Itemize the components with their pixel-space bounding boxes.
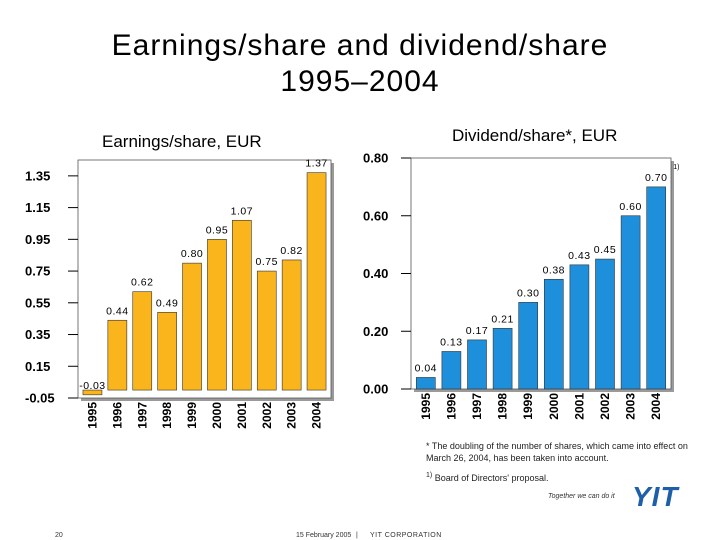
dividend-bar-2000 bbox=[543, 278, 564, 390]
footer-date: 15 February 2005 bbox=[296, 532, 352, 539]
footnote-1: 1) Board of Directors' proposal. bbox=[426, 470, 549, 484]
earnings-value-label-2004: 1.37 bbox=[305, 158, 327, 170]
dividend-tick-label: 0.20 bbox=[363, 324, 388, 339]
earnings-bar-2004 bbox=[306, 172, 327, 391]
footnote-1-text: Board of Directors' proposal. bbox=[434, 473, 549, 483]
dividend-value-label-1999: 0.30 bbox=[517, 287, 539, 299]
earnings-value-label-1999: 0.80 bbox=[181, 248, 203, 260]
earnings-tick-label: 0.15 bbox=[25, 359, 50, 374]
dividend-bar-2002 bbox=[595, 258, 615, 390]
dividend-bar-1999 bbox=[518, 302, 539, 390]
dividend-bar-1996 bbox=[441, 351, 462, 390]
dividend-value-label-1996: 0.13 bbox=[440, 336, 462, 348]
earnings-tick-label: 1.35 bbox=[25, 168, 50, 183]
dividend-bar-2004 bbox=[646, 186, 667, 390]
earnings-value-label-2001: 1.07 bbox=[231, 205, 253, 217]
earnings-year-label-1996: 1996 bbox=[110, 402, 124, 429]
earnings-plot: 1.35 1.15 0.95 0.75 0.55 0.35 0.15 -0.05 -0.03 19… bbox=[25, 158, 334, 429]
dividend-bar-2003 bbox=[620, 215, 641, 390]
earnings-value-label-1998: 0.49 bbox=[156, 297, 178, 309]
earnings-tick-label: 0.35 bbox=[25, 327, 50, 342]
earnings-year-label-2002: 2002 bbox=[260, 402, 274, 429]
earnings-bar-2001 bbox=[232, 219, 252, 391]
dividend-value-label-2003: 0.60 bbox=[619, 201, 641, 213]
earnings-tick-label: 1.15 bbox=[25, 200, 50, 215]
dividend-bar-2001 bbox=[569, 264, 590, 390]
dividend-year-label-1998: 1998 bbox=[496, 393, 510, 420]
earnings-value-label-2003: 0.82 bbox=[280, 245, 302, 257]
earnings-bar-2003 bbox=[281, 259, 302, 391]
earnings-chart-title: Earnings/share, EUR bbox=[102, 132, 262, 151]
earnings-bar-2002 bbox=[256, 270, 277, 391]
dividend-year-label-2000: 2000 bbox=[547, 393, 561, 420]
slide-title: Earnings/share and dividend/share 1995–2… bbox=[0, 28, 720, 100]
dividend-value-label-1997: 0.17 bbox=[466, 325, 488, 337]
dividend-year-label-1995: 1995 bbox=[419, 393, 433, 420]
earnings-value-label-1995: -0.03 bbox=[79, 380, 105, 392]
dividend-bar-1998 bbox=[492, 328, 513, 390]
footnote-1-mark: 1) bbox=[426, 472, 433, 479]
dividend-year-label-2003: 2003 bbox=[624, 393, 638, 420]
dividend-year-label-1996: 1996 bbox=[444, 393, 458, 420]
dividend-tick-label: 0.00 bbox=[363, 382, 388, 397]
dividend-value-label-1998: 0.21 bbox=[491, 313, 513, 325]
dividend-bar-1997 bbox=[467, 339, 487, 390]
dividend-year-label-1999: 1999 bbox=[521, 393, 535, 420]
dividend-tick-label: 0.60 bbox=[363, 208, 388, 223]
earnings-value-label-1997: 0.62 bbox=[131, 277, 153, 289]
earnings-bar-1996 bbox=[107, 319, 128, 391]
earnings-bar-1998 bbox=[157, 312, 177, 391]
earnings-tick-label: 0.55 bbox=[25, 295, 50, 310]
dividend-value-label-2004: 0.70 bbox=[645, 172, 667, 184]
dividend-year-label-1997: 1997 bbox=[470, 393, 484, 420]
earnings-value-label-1996: 0.44 bbox=[106, 305, 128, 317]
title-line-2: 1995–2004 bbox=[280, 65, 440, 98]
earnings-tick-label: 0.95 bbox=[25, 232, 50, 247]
dividend-year-label-2002: 2002 bbox=[598, 393, 612, 420]
earnings-year-label-2003: 2003 bbox=[285, 402, 299, 429]
earnings-bar-2000 bbox=[207, 239, 227, 391]
dividend-bar-1995 bbox=[415, 377, 436, 390]
earnings-year-label-1995: 1995 bbox=[85, 402, 99, 429]
title-line-1: Earnings/share and dividend/share bbox=[111, 29, 609, 62]
earnings-value-label-2002: 0.75 bbox=[256, 256, 278, 268]
earnings-tick-label: 0.75 bbox=[25, 264, 50, 279]
earnings-bar-1997 bbox=[132, 291, 153, 391]
footnote-main: * The doubling of the number of shares, … bbox=[426, 441, 688, 463]
earnings-bar-1999 bbox=[182, 262, 202, 391]
dividend-year-label-2004: 2004 bbox=[649, 393, 663, 420]
dividend-value-label-1995: 0.04 bbox=[415, 362, 437, 374]
dividend-tick-label: 0.80 bbox=[363, 151, 388, 166]
dividend-value-label-2002: 0.45 bbox=[594, 244, 616, 256]
dividend-chart-title: Dividend/share*, EUR bbox=[452, 126, 618, 145]
slogan: Together we can do it bbox=[548, 493, 615, 500]
footer-company: YIT CORPORATION bbox=[370, 532, 442, 539]
earnings-tick-label: -0.05 bbox=[25, 391, 55, 406]
dividend-annotation: 1) bbox=[673, 164, 679, 171]
dividend-value-label-2001: 0.43 bbox=[568, 250, 590, 262]
dividend-value-label-2000: 0.38 bbox=[543, 264, 565, 276]
dividend-plot: 0.80 0.60 0.40 0.20 0.00 0.04 1995 0.13 1996 0.17… bbox=[363, 151, 679, 420]
dividend-tick-label: 0.40 bbox=[363, 266, 388, 281]
earnings-bar-1995 bbox=[82, 389, 103, 396]
earnings-year-label-2001: 2001 bbox=[235, 402, 249, 429]
earnings-year-label-1998: 1998 bbox=[160, 402, 174, 429]
footer-separator: | bbox=[356, 532, 358, 539]
earnings-year-label-2004: 2004 bbox=[310, 402, 324, 429]
dividend-year-label-2001: 2001 bbox=[572, 393, 586, 420]
page-number: 20 bbox=[55, 532, 63, 539]
yit-logo: YIT bbox=[632, 481, 679, 512]
earnings-year-label-1999: 1999 bbox=[185, 402, 199, 429]
earnings-year-label-1997: 1997 bbox=[135, 402, 149, 429]
earnings-year-label-2000: 2000 bbox=[210, 402, 224, 429]
earnings-value-label-2000: 0.95 bbox=[206, 224, 228, 236]
